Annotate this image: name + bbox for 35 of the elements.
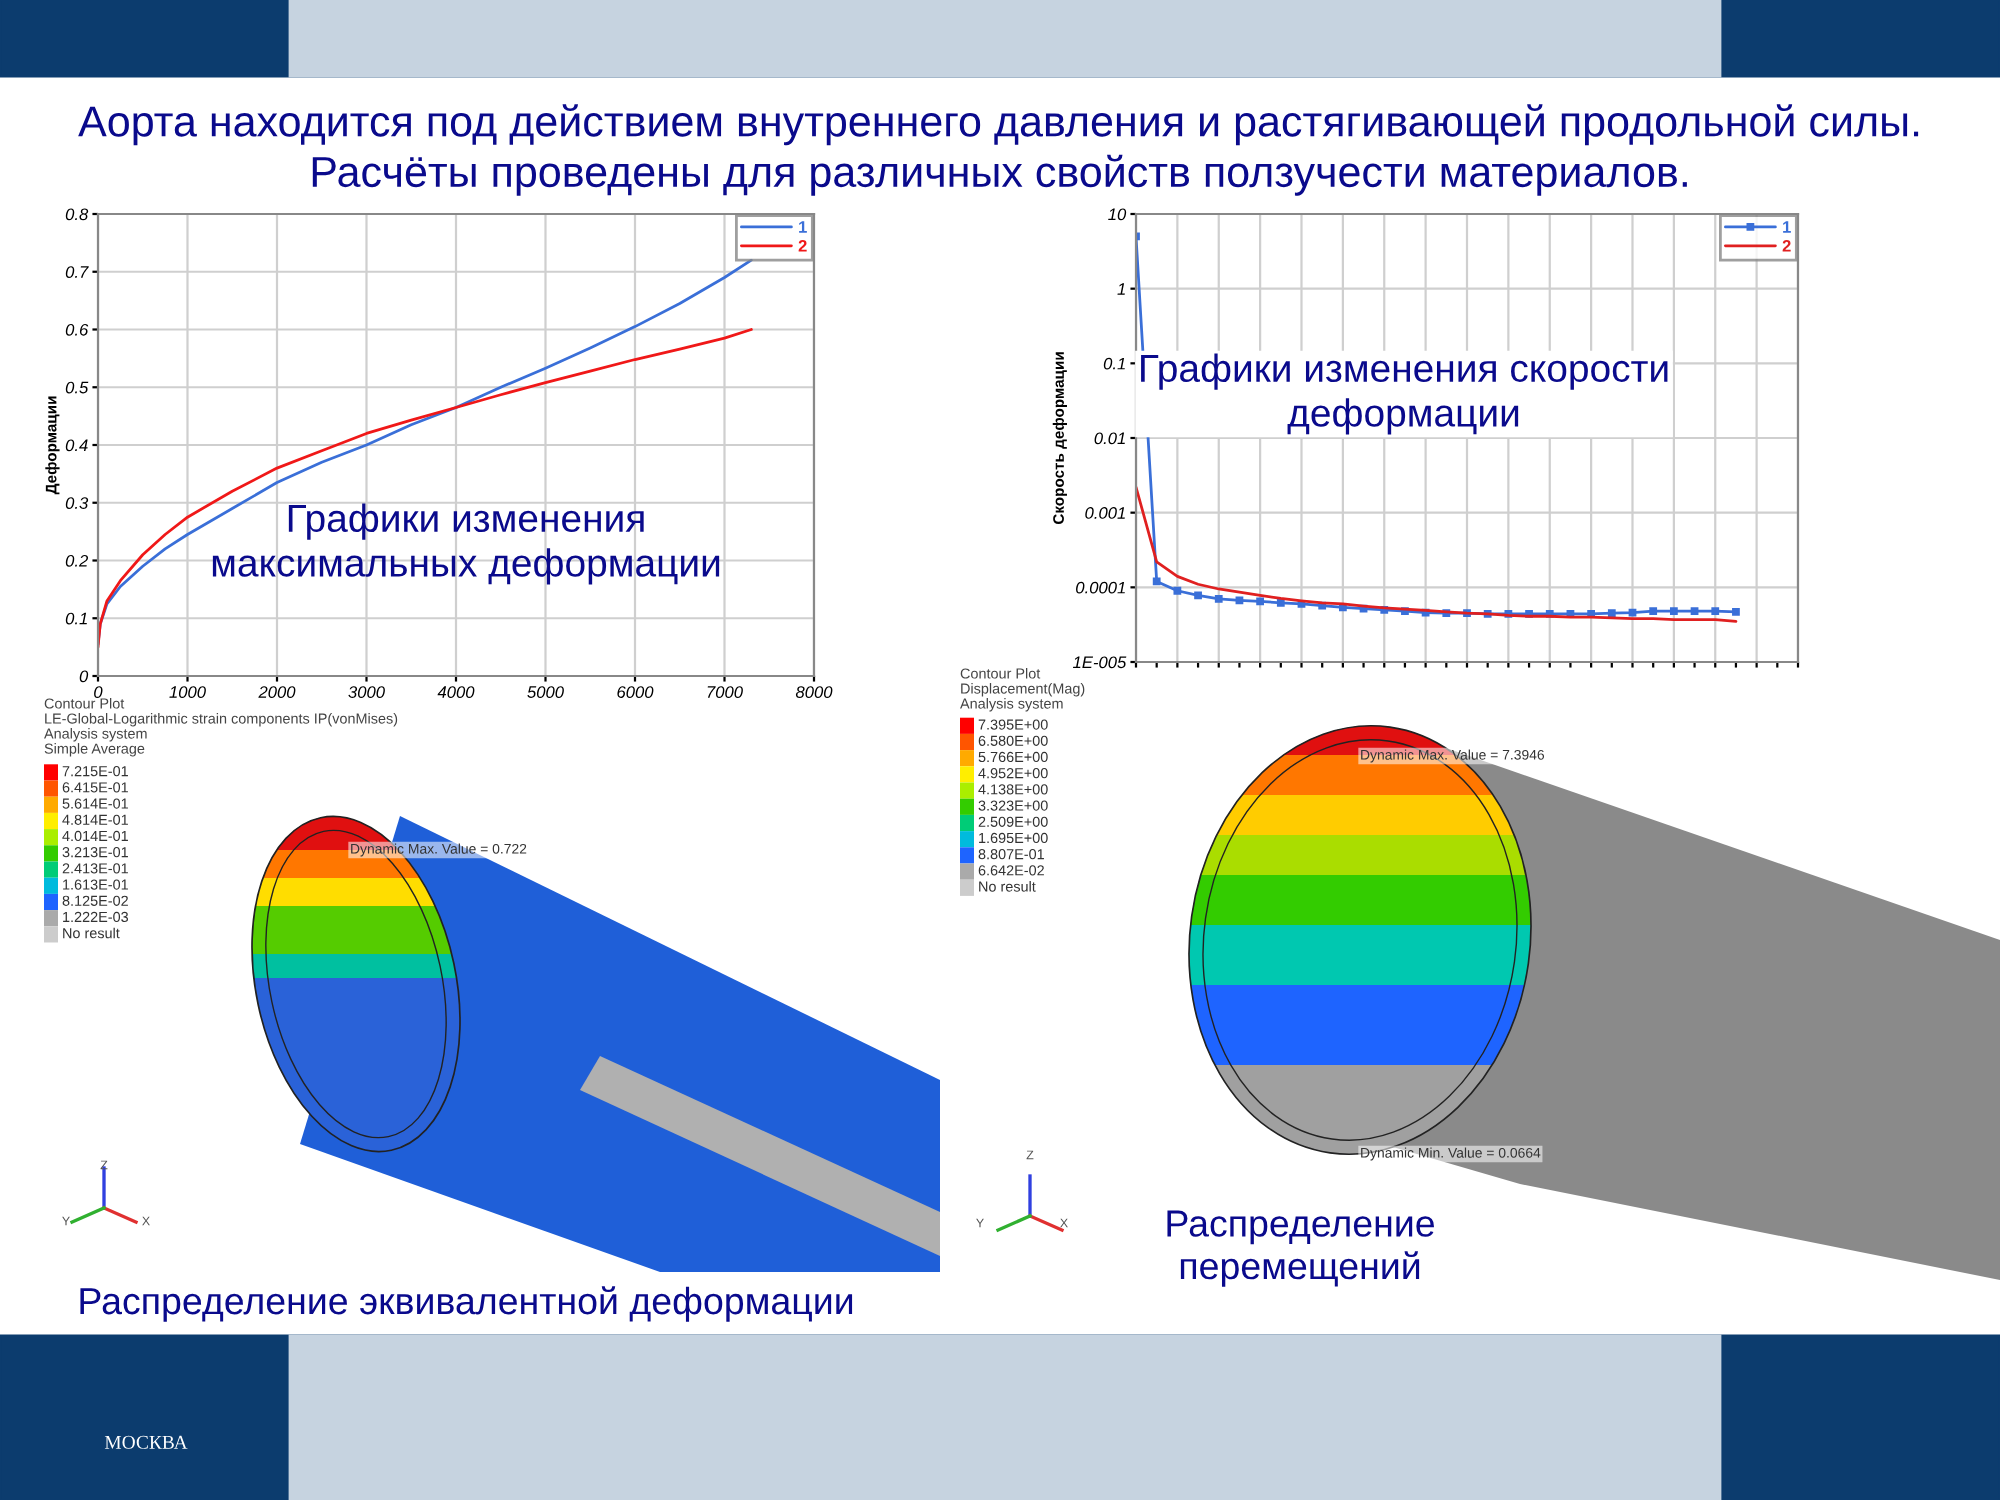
y-tick-label: 0.7 — [65, 266, 89, 278]
y-tick-label: 10 — [1108, 208, 1127, 221]
y-tick-label: 0.1 — [65, 612, 87, 625]
legend-label: 2 — [1782, 239, 1791, 252]
y-tick-label: 0.5 — [65, 381, 89, 394]
y-tick-label: 0.4 — [65, 439, 88, 452]
x-tick-label: 7000 — [707, 686, 743, 698]
x-tick-label: 3000 — [348, 686, 385, 698]
text: МОСКВА — [104, 1435, 188, 1449]
y-tick-label: 0.0001 — [1076, 581, 1125, 594]
x-tick-label: 0 — [94, 686, 103, 698]
x-tick-label: 2000 — [258, 686, 296, 698]
x-tick-label: 1000 — [169, 686, 206, 698]
legend-label: 1 — [799, 221, 807, 233]
legend-label: 1 — [1783, 221, 1791, 233]
x-tick-label: 8000 — [795, 686, 833, 698]
annotation: Графики изменения максимальных деформации — [212, 503, 720, 585]
y-tick-label: 0.3 — [65, 497, 89, 509]
text: Распределение перемещений — [1167, 1210, 1434, 1287]
y-tick-label: 0.2 — [65, 554, 89, 567]
x-tick-label: 4000 — [437, 686, 475, 698]
y-tick-label: 0.001 — [1085, 507, 1125, 519]
y-tick-label: 0.8 — [65, 208, 89, 221]
x-tick-label: 6000 — [617, 686, 654, 698]
x-tick-label: 5000 — [527, 686, 564, 698]
y-tick-label: 0 — [79, 670, 89, 683]
y-tick-label: 1 — [1117, 283, 1125, 295]
y-tick-label: 0.1 — [1103, 357, 1125, 370]
annotation: Графики изменения скорости деформации — [1141, 353, 1668, 435]
text: Аорта находится под действием внутреннего давления и растягивающей продольной силы. Расчёты проведены для различных свойств ползучести материалов. — [78, 104, 1919, 196]
y-tick-label: 0.01 — [1094, 432, 1125, 445]
legend-label: 2 — [798, 239, 807, 252]
text: Распределение эквивалентной деформации — [80, 1286, 853, 1322]
y-tick-label: 1E-005 — [1072, 656, 1127, 669]
y-tick-label: 0.6 — [65, 323, 89, 336]
